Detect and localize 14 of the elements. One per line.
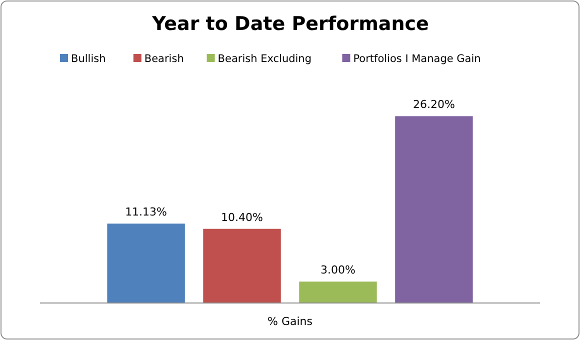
data-label: 3.00% bbox=[320, 264, 356, 277]
x-axis-title: % Gains bbox=[268, 315, 313, 328]
legend-label: Bearish bbox=[144, 53, 184, 65]
legend-label: Bullish bbox=[71, 53, 106, 65]
chart-title: Year to Date Performance bbox=[151, 13, 429, 35]
bar bbox=[395, 116, 473, 303]
bar bbox=[203, 228, 281, 303]
bar bbox=[107, 224, 185, 303]
data-label: 11.13% bbox=[125, 206, 168, 219]
legend-label: Portfolios I Manage Gain bbox=[353, 53, 481, 65]
data-label: 10.40% bbox=[221, 210, 263, 224]
bar bbox=[299, 282, 377, 303]
legend-label: Bearish Excluding bbox=[218, 53, 312, 65]
data-label: 26.20% bbox=[412, 98, 455, 112]
